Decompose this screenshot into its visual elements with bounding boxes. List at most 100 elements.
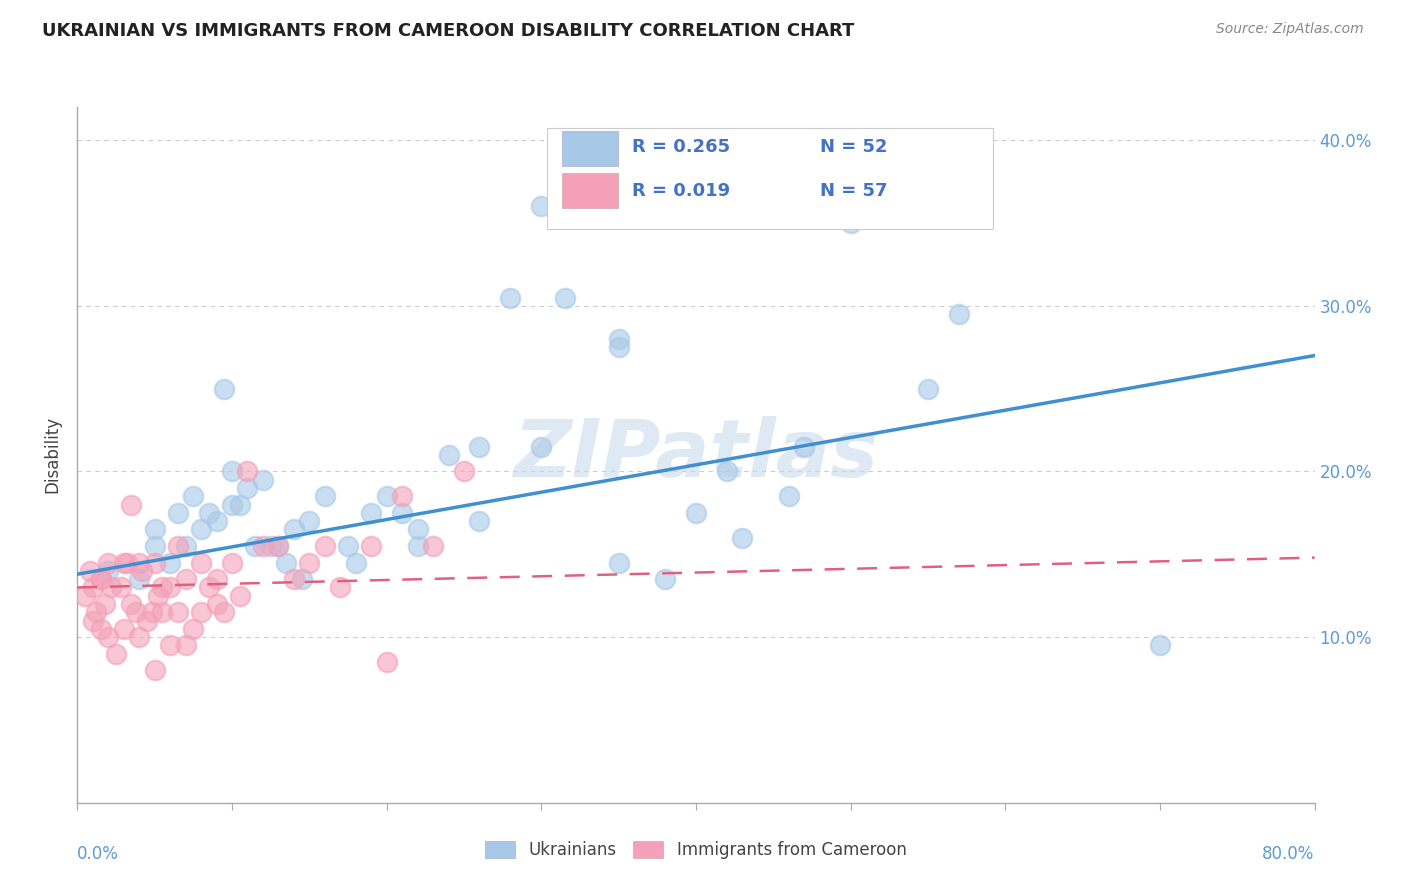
Point [229, 589, 252, 603]
Point [298, 514, 321, 528]
Point [82, 614, 104, 628]
Point [329, 581, 352, 595]
Point [115, 556, 138, 570]
Point [143, 556, 166, 570]
Point [167, 605, 190, 619]
Point [267, 539, 290, 553]
FancyBboxPatch shape [562, 131, 619, 166]
Text: R = 0.265: R = 0.265 [631, 138, 730, 156]
Point [1149, 639, 1171, 653]
Point [530, 440, 553, 454]
Point [136, 614, 159, 628]
Point [607, 340, 630, 354]
Point [183, 489, 205, 503]
Point [159, 556, 181, 570]
Point [654, 572, 676, 586]
Point [143, 523, 166, 537]
Point [360, 506, 382, 520]
Point [100, 581, 122, 595]
Point [437, 448, 460, 462]
Point [159, 581, 181, 595]
Point [152, 581, 174, 595]
Point [84, 605, 107, 619]
Point [94, 597, 117, 611]
Point [793, 440, 815, 454]
Text: UKRAINIAN VS IMMIGRANTS FROM CAMEROON DISABILITY CORRELATION CHART: UKRAINIAN VS IMMIGRANTS FROM CAMEROON DI… [42, 22, 855, 40]
Point [152, 605, 174, 619]
Text: R = 0.019: R = 0.019 [631, 182, 730, 200]
Point [105, 647, 128, 661]
Point [236, 481, 259, 495]
Point [260, 539, 283, 553]
Y-axis label: Disability: Disability [44, 417, 62, 493]
Point [112, 556, 135, 570]
Point [344, 556, 367, 570]
Text: N = 57: N = 57 [820, 182, 887, 200]
Point [214, 382, 236, 396]
Point [167, 539, 190, 553]
Point [607, 556, 630, 570]
Text: ZIPatlas: ZIPatlas [513, 416, 879, 494]
Point [183, 622, 205, 636]
Point [174, 539, 197, 553]
Point [406, 539, 429, 553]
Text: N = 52: N = 52 [820, 138, 887, 156]
Point [82, 581, 104, 595]
Point [174, 639, 197, 653]
Point [75, 589, 96, 603]
Point [198, 581, 221, 595]
Point [283, 523, 305, 537]
Text: 0.0%: 0.0% [77, 845, 120, 863]
Point [205, 572, 228, 586]
Point [731, 531, 754, 545]
Point [146, 589, 169, 603]
Point [276, 556, 298, 570]
Point [391, 489, 413, 503]
Point [839, 216, 862, 230]
Point [125, 605, 148, 619]
Point [97, 630, 120, 644]
Point [221, 556, 243, 570]
Point [291, 572, 314, 586]
Point [128, 630, 150, 644]
Point [337, 539, 360, 553]
Point [948, 307, 970, 321]
Point [245, 539, 267, 553]
Point [778, 489, 800, 503]
Point [90, 622, 112, 636]
Point [198, 506, 221, 520]
Point [221, 465, 243, 479]
Point [110, 581, 132, 595]
Point [685, 506, 707, 520]
Point [167, 506, 190, 520]
Point [143, 539, 166, 553]
Point [128, 556, 150, 570]
Point [205, 514, 228, 528]
Point [205, 597, 228, 611]
Point [314, 539, 336, 553]
Text: 80.0%: 80.0% [1263, 845, 1315, 863]
Point [190, 556, 212, 570]
Point [121, 597, 143, 611]
Point [236, 465, 259, 479]
Point [131, 564, 153, 578]
Point [221, 498, 243, 512]
Point [468, 440, 491, 454]
Point [90, 572, 112, 586]
Point [391, 506, 413, 520]
Point [252, 473, 274, 487]
Point [97, 556, 120, 570]
Point [499, 291, 522, 305]
Point [90, 572, 112, 586]
Point [214, 605, 236, 619]
Point [141, 605, 163, 619]
Point [128, 572, 150, 586]
Point [917, 382, 939, 396]
Point [375, 489, 398, 503]
Point [97, 564, 120, 578]
Point [298, 556, 321, 570]
Point [607, 332, 630, 346]
FancyBboxPatch shape [562, 173, 619, 208]
Point [159, 639, 181, 653]
Legend: Ukrainians, Immigrants from Cameroon: Ukrainians, Immigrants from Cameroon [481, 836, 911, 864]
